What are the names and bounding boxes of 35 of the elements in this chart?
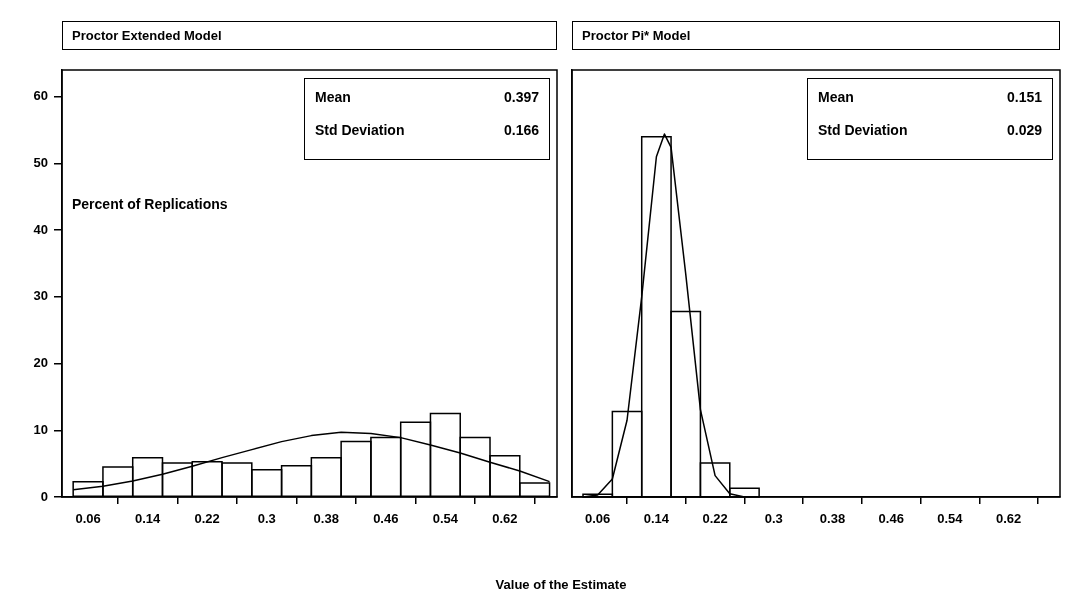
chart-title: Proctor Pi* Model: [572, 21, 1060, 50]
annotation: 0.166: [503, 122, 539, 140]
y-tick-label: 40: [33, 221, 48, 237]
y-tick-label: 20: [33, 355, 48, 371]
x-tick-label: 0.62: [492, 511, 518, 527]
x-tick-label: 0.46: [878, 511, 904, 527]
y-tick-label: 60: [33, 88, 48, 104]
annotation: Mean: [315, 89, 351, 107]
x-tick-label: 0.46: [373, 511, 399, 527]
y-axis-title: Percent of Replications: [72, 196, 228, 212]
x-tick-label: 0.62: [995, 511, 1022, 527]
x-tick-label: 0.22: [194, 511, 220, 527]
y-tick-label: 10: [33, 421, 48, 437]
x-tick-label: 0.14: [134, 511, 162, 527]
x-tick-label: 0.38: [819, 511, 846, 527]
x-axis-title: Value of the Estimate: [494, 577, 628, 592]
annotation: Std Deviation: [315, 122, 405, 140]
annotation: 0.151: [1006, 89, 1042, 107]
x-tick-label: 0.54: [432, 511, 459, 527]
x-tick-label: 0.14: [643, 511, 670, 527]
x-tick-label: 0.3: [257, 511, 276, 527]
x-tick-label: 0.06: [585, 511, 611, 527]
annotation: 0.029: [1006, 122, 1042, 140]
annotation: 0.397: [503, 89, 539, 107]
x-tick-label: 0.3: [764, 511, 783, 527]
y-tick-label: 30: [33, 288, 48, 304]
x-tick-label: 0.22: [702, 511, 728, 527]
y-tick-label: 50: [33, 154, 48, 170]
annotation: Std Deviation: [818, 122, 908, 140]
x-tick-label: 0.06: [75, 511, 101, 527]
y-tick-label: 0: [40, 488, 48, 504]
chart-title: Proctor Extended Model: [62, 21, 557, 50]
x-tick-label: 0.54: [937, 511, 964, 527]
x-tick-label: 0.38: [313, 511, 339, 527]
annotation: Mean: [818, 89, 854, 107]
